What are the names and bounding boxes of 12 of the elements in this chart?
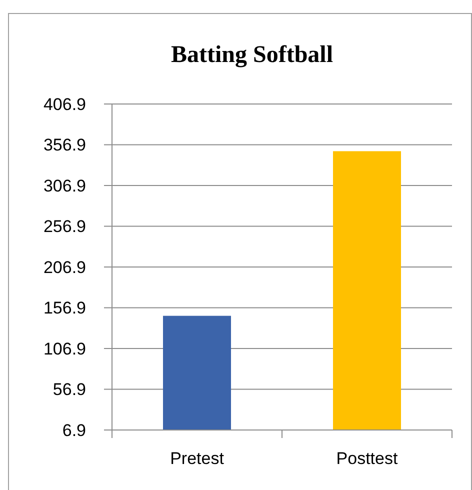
x-tick-label: Posttest — [336, 449, 398, 468]
y-tick-label: 106.9 — [43, 339, 86, 358]
y-tick-label: 306.9 — [43, 176, 86, 196]
y-tick-label: 256.9 — [43, 217, 86, 236]
y-tick-label: 406.9 — [43, 94, 86, 114]
y-tick-label: 156.9 — [43, 298, 86, 318]
x-tick-label: Pretest — [170, 449, 224, 468]
chart-title: Batting Softball — [170, 42, 334, 68]
y-tick-label: 6.9 — [62, 420, 86, 440]
y-tick-label: 356.9 — [43, 136, 86, 155]
y-tick-label: 206.9 — [43, 258, 86, 277]
y-tick-label: 56.9 — [52, 380, 86, 400]
